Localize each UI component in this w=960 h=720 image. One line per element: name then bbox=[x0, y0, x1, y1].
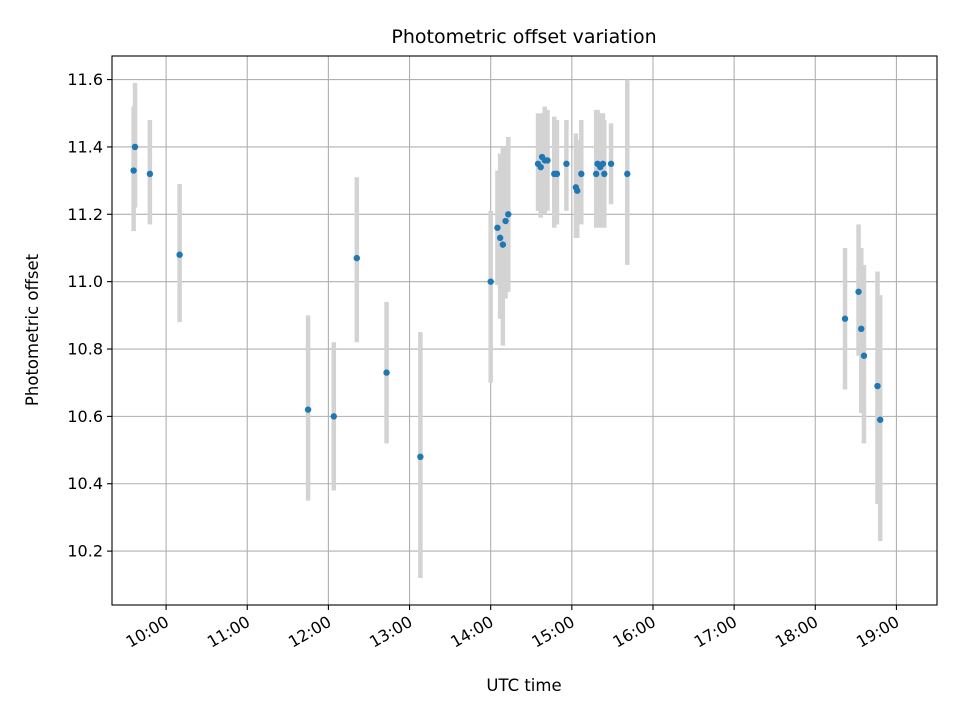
data-point bbox=[330, 413, 338, 420]
data-point bbox=[553, 170, 561, 178]
data-point bbox=[860, 352, 868, 359]
data-point bbox=[505, 211, 512, 218]
chart-title: Photometric offset variation bbox=[391, 26, 656, 48]
y-tick-label: 10.4 bbox=[67, 474, 103, 493]
data-point bbox=[417, 453, 424, 461]
y-tick-label: 11.4 bbox=[67, 137, 103, 156]
data-point bbox=[146, 170, 154, 178]
data-point bbox=[131, 143, 139, 151]
data-point bbox=[176, 251, 183, 258]
y-axis-label: Photometric offset bbox=[23, 253, 42, 406]
y-tick-label: 11.2 bbox=[67, 205, 103, 224]
data-point bbox=[578, 170, 585, 178]
y-tick-label: 10.2 bbox=[67, 542, 103, 561]
data-point bbox=[502, 217, 509, 225]
data-point bbox=[874, 382, 881, 390]
y-tick-label: 10.8 bbox=[67, 340, 103, 359]
data-point bbox=[855, 288, 862, 295]
y-axis: 10.2 10.4 10.6 10.8 11.0 11.2 11.4 11.6 bbox=[67, 70, 112, 561]
data-point bbox=[130, 167, 137, 174]
plot-frame bbox=[111, 55, 938, 606]
data-point bbox=[624, 170, 631, 178]
data-point bbox=[494, 224, 501, 231]
data-point bbox=[607, 160, 615, 167]
y-tick-label: 11.6 bbox=[67, 70, 103, 89]
data-point bbox=[383, 369, 390, 376]
data-point bbox=[601, 170, 608, 178]
data-point bbox=[496, 234, 504, 242]
data-point bbox=[574, 187, 581, 194]
y-tick-label: 10.6 bbox=[67, 407, 103, 426]
x-axis-label: UTC time bbox=[486, 676, 561, 695]
data-point bbox=[876, 416, 884, 423]
data-point bbox=[841, 315, 849, 322]
data-point bbox=[592, 170, 600, 178]
data-point bbox=[563, 160, 570, 167]
data-point bbox=[487, 278, 494, 285]
data-point bbox=[544, 157, 551, 164]
data-point bbox=[537, 163, 544, 171]
data-point bbox=[858, 325, 865, 333]
data-point bbox=[499, 241, 507, 248]
y-tick-label: 11.0 bbox=[67, 272, 103, 291]
data-point bbox=[304, 406, 312, 413]
data-point bbox=[599, 160, 607, 167]
data-points bbox=[130, 143, 884, 461]
data-point bbox=[353, 254, 360, 262]
